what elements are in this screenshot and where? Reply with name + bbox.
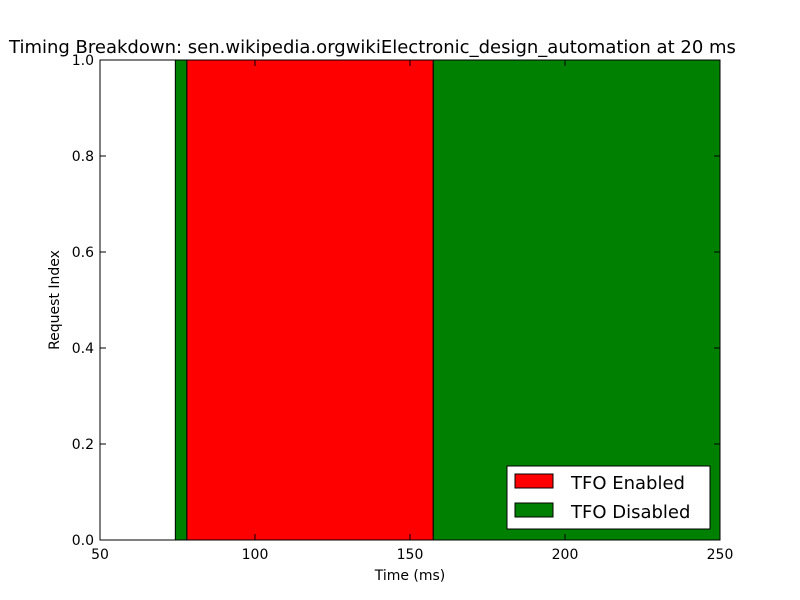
axis-ticks-layer: 50 100 150 200 250 0.0 0.2 0.4 0.6 0.8 1.0: [72, 53, 734, 563]
bar-span-tfo-enabled-0: [186, 59, 434, 541]
legend-label-tfo-disabled: TFO Disabled: [570, 502, 690, 523]
y-tick-label: 0.0: [72, 533, 94, 549]
legend-swatch-tfo-disabled: [514, 502, 554, 518]
legend: TFO Enabled TFO Disabled: [506, 465, 711, 530]
legend-swatch-tfo-enabled: [514, 473, 554, 489]
bar-span-tfo-disabled-0: [174, 59, 188, 541]
x-tick-label: 250: [707, 547, 734, 563]
legend-label-tfo-enabled: TFO Enabled: [570, 473, 685, 494]
x-tick-label: 150: [397, 547, 424, 563]
y-tick-label: 0.4: [72, 341, 94, 357]
chart-title: Timing Breakdown: sen.wikipedia.orgwikiE…: [8, 37, 736, 58]
y-tick-label: 0.2: [72, 437, 94, 453]
y-axis-label: Request Index: [47, 250, 63, 350]
y-tick-label: 0.6: [72, 245, 94, 261]
bar-spans-layer: [174, 59, 721, 541]
bar-span-tfo-disabled-1: [432, 59, 721, 541]
y-tick-label: 1.0: [72, 53, 94, 69]
x-axis-label: Time (ms): [374, 568, 446, 584]
y-tick-label: 0.8: [72, 149, 94, 165]
x-tick-label: 50: [91, 547, 109, 563]
x-tick-label: 100: [242, 547, 269, 563]
x-tick-label: 200: [552, 547, 579, 563]
